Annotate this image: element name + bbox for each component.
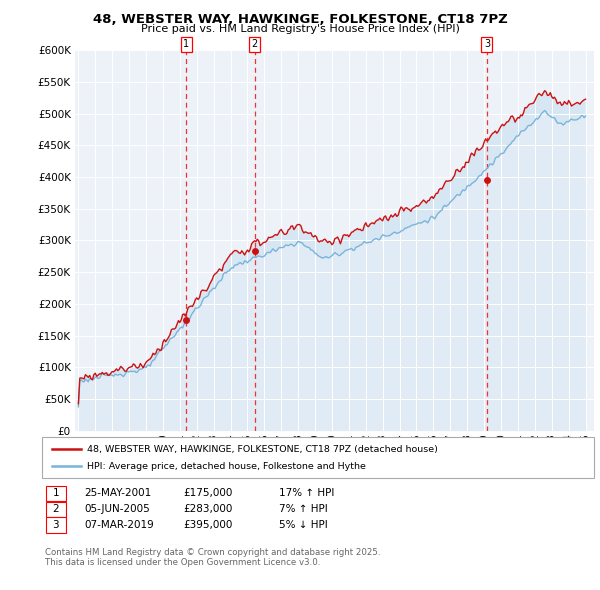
Text: 07-MAR-2019: 07-MAR-2019 <box>84 520 154 529</box>
Text: 48, WEBSTER WAY, HAWKINGE, FOLKESTONE, CT18 7PZ (detached house): 48, WEBSTER WAY, HAWKINGE, FOLKESTONE, C… <box>87 445 438 454</box>
Text: 25-MAY-2001: 25-MAY-2001 <box>84 488 151 497</box>
Text: 3: 3 <box>484 40 490 50</box>
Text: 48, WEBSTER WAY, HAWKINGE, FOLKESTONE, CT18 7PZ: 48, WEBSTER WAY, HAWKINGE, FOLKESTONE, C… <box>92 13 508 26</box>
Text: £175,000: £175,000 <box>183 488 232 497</box>
Text: 17% ↑ HPI: 17% ↑ HPI <box>279 488 334 497</box>
Text: 2: 2 <box>251 40 257 50</box>
Text: £283,000: £283,000 <box>183 504 232 513</box>
Text: 3: 3 <box>52 520 59 529</box>
Text: £395,000: £395,000 <box>183 520 232 529</box>
Text: Price paid vs. HM Land Registry's House Price Index (HPI): Price paid vs. HM Land Registry's House … <box>140 24 460 34</box>
Text: 05-JUN-2005: 05-JUN-2005 <box>84 504 150 513</box>
Text: 7% ↑ HPI: 7% ↑ HPI <box>279 504 328 513</box>
Text: Contains HM Land Registry data © Crown copyright and database right 2025.
This d: Contains HM Land Registry data © Crown c… <box>45 548 380 567</box>
Text: 5% ↓ HPI: 5% ↓ HPI <box>279 520 328 529</box>
Text: 1: 1 <box>52 488 59 497</box>
Text: 2: 2 <box>52 504 59 513</box>
Text: 1: 1 <box>183 40 190 50</box>
Text: HPI: Average price, detached house, Folkestone and Hythe: HPI: Average price, detached house, Folk… <box>87 461 366 471</box>
